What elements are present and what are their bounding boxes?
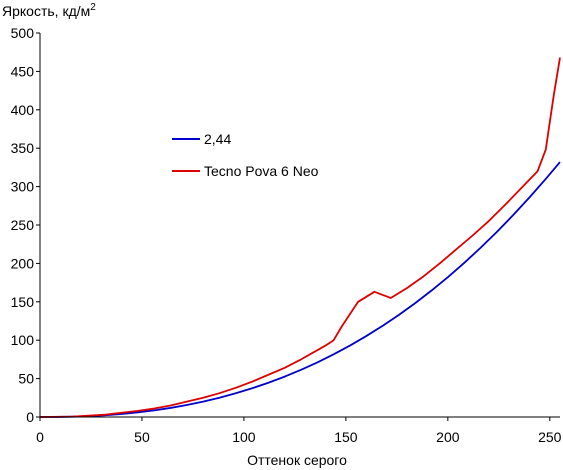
y-tick-label: 350 [11, 140, 35, 156]
series-line-1 [39, 161, 561, 418]
y-tick-label: 450 [11, 63, 35, 79]
y-tick-label: 0 [26, 409, 34, 425]
x-tick-label: 0 [36, 429, 44, 445]
y-axis-ticks: 0 50 100 150 200 250 300 350 400 450 500 [11, 25, 40, 425]
series-line-2 [39, 57, 561, 418]
series-layer [39, 57, 561, 418]
x-axis-title: Оттенок серого [247, 452, 347, 468]
y-tick-label: 150 [11, 294, 35, 310]
legend-label-1: 2,44 [204, 131, 231, 147]
x-tick-label: 250 [538, 429, 562, 445]
x-tick-label: 50 [134, 429, 150, 445]
legend-label-2: Tecno Pova 6 Neo [204, 163, 319, 179]
y-axis-title-superscript: 2 [90, 2, 96, 13]
y-axis-title: Яркость, кд/м2 [2, 2, 96, 19]
y-tick-label: 500 [11, 25, 35, 41]
x-tick-label: 150 [334, 429, 358, 445]
y-tick-label: 100 [11, 332, 35, 348]
x-tick-label: 100 [232, 429, 256, 445]
y-tick-label: 400 [11, 102, 35, 118]
y-tick-label: 50 [18, 371, 34, 387]
y-axis-title-text: Яркость, кд/м [2, 3, 90, 19]
legend: 2,44 Tecno Pova 6 Neo [172, 131, 319, 179]
x-axis-ticks: 0 50 100 150 200 250 [36, 417, 562, 445]
y-tick-label: 200 [11, 255, 35, 271]
y-tick-label: 300 [11, 179, 35, 195]
x-tick-label: 200 [436, 429, 460, 445]
y-tick-label: 250 [11, 217, 35, 233]
